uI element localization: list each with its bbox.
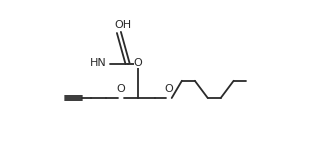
- Text: O: O: [116, 84, 125, 94]
- Text: HN: HN: [90, 58, 106, 68]
- Text: O: O: [164, 84, 173, 94]
- Text: O: O: [134, 58, 143, 68]
- Text: OH: OH: [115, 20, 132, 30]
